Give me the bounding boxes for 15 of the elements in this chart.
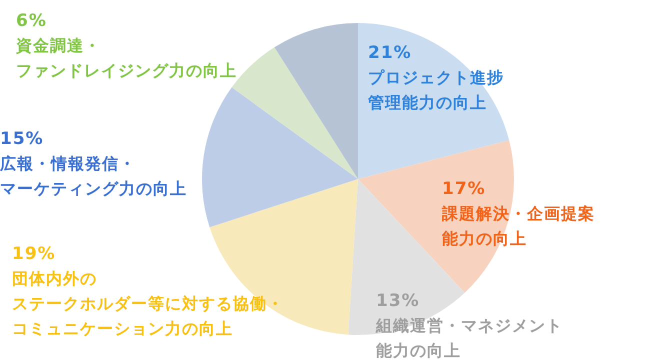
pie-slice	[202, 87, 358, 228]
slice-label: 資金調達・ファンドレイジング力の向上	[15, 36, 237, 80]
pie-slice	[358, 23, 510, 179]
slice-label: 広報・情報発信・マーケティング力の向上	[0, 154, 187, 198]
slice-label: プロジェクト進捗管理能力の向上	[367, 68, 504, 112]
pie-slice	[274, 23, 358, 179]
slice-label: 組織運営・マネジメント能力の向上	[375, 316, 563, 360]
data-label: 13%	[376, 291, 420, 311]
slice-label: 団体内外のステークホルダー等に対する協働・コミュニケーション力の向上	[12, 269, 284, 338]
data-label: 17%	[442, 179, 486, 199]
slice-label: 課題解決・企画提案能力の向上	[441, 204, 595, 248]
data-label: 19%	[12, 244, 56, 264]
data-label: 21%	[368, 43, 412, 63]
data-label: 6%	[16, 11, 47, 31]
data-label: 15%	[0, 129, 44, 149]
